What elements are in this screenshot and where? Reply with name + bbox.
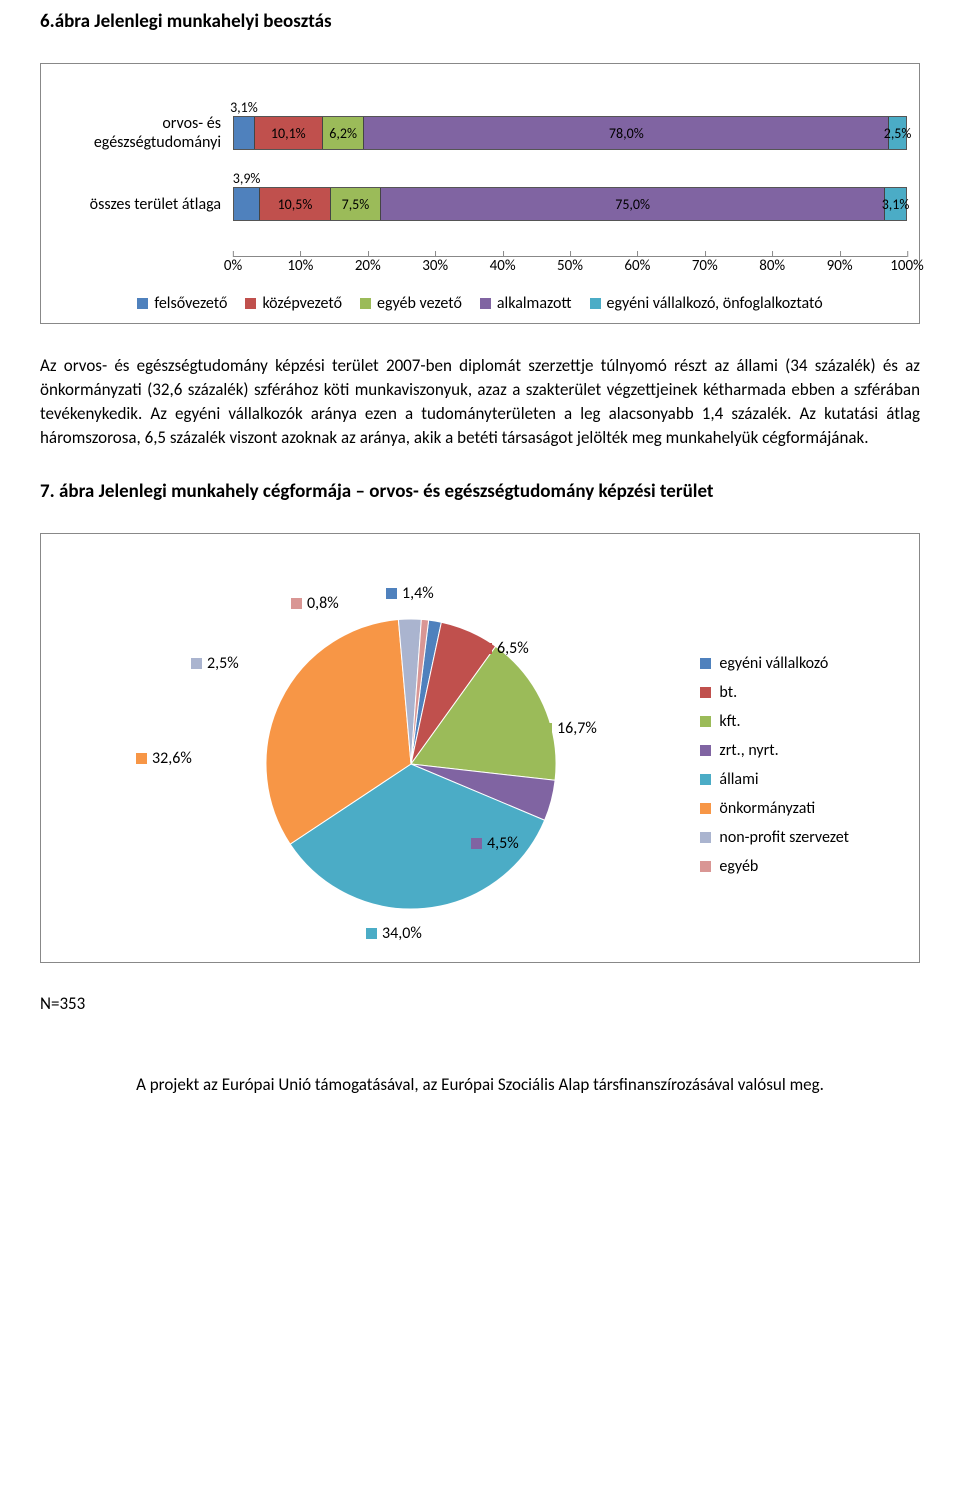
legend-item: egyéb vezető [360, 294, 462, 313]
legend-label: felsővezető [154, 294, 227, 313]
bar-segment: 7,5% [331, 188, 381, 220]
axis-tick: 40% [490, 257, 516, 275]
figure6-chart: orvos- ésegészségtudományi3,1%10,1%6,2%7… [40, 63, 920, 324]
n-note: N=353 [40, 993, 920, 1014]
bar-segment: 3,1% [234, 117, 255, 149]
figure6-x-axis: 0%10%20%30%40%50%60%70%80%90%100% [233, 256, 907, 280]
legend-item: önkormányzati [700, 799, 849, 818]
legend-swatch [137, 298, 148, 309]
legend-item: kft. [700, 712, 849, 731]
legend-swatch [700, 687, 711, 698]
legend-item: felsővezető [137, 294, 227, 313]
bar-segment: 2,5% [889, 117, 906, 149]
pie-label-swatch [481, 643, 492, 654]
axis-tick: 10% [287, 257, 313, 275]
legend-swatch [700, 861, 711, 872]
bar-segment: 3,9% [234, 188, 260, 220]
pie-label-text: 34,0% [382, 924, 422, 943]
bar-category-label: orvos- ésegészségtudományi [53, 114, 233, 152]
axis-tick: 100% [890, 257, 924, 275]
pie-label-text: 16,7% [557, 719, 597, 738]
legend-label: egyéni vállalkozó, önfoglalkoztató [607, 294, 823, 313]
axis-tick: 60% [624, 257, 650, 275]
pie-label-text: 1,4% [402, 584, 434, 603]
legend-item: non-profit szervezet [700, 828, 849, 847]
legend-label: egyéni vállalkozó [719, 654, 828, 673]
bar-segment: 10,5% [260, 188, 331, 220]
pie-data-label: 4,5% [471, 834, 519, 853]
legend-label: egyéb vezető [377, 294, 462, 313]
pie-data-label: 32,6% [136, 749, 192, 768]
legend-swatch [700, 745, 711, 756]
body-paragraph: Az orvos- és egészségtudomány képzési te… [40, 354, 920, 449]
pie-label-swatch [291, 598, 302, 609]
legend-label: non-profit szervezet [719, 828, 849, 847]
figure7-chart: 1,4% 6,5% 16,7% 4,5% 34,0% 32,6% 2,5% 0,8% egyé… [40, 533, 920, 963]
axis-tick: 20% [355, 257, 381, 275]
figure6-legend: felsővezető középvezető egyéb vezető alkalm… [53, 294, 907, 313]
pie-label-text: 0,8% [307, 594, 339, 613]
legend-swatch [700, 658, 711, 669]
legend-label: középvezető [262, 294, 342, 313]
pie-data-label: 2,5% [191, 654, 239, 673]
pie-label-swatch [366, 928, 377, 939]
bar-row: összes terület átlaga3,9%10,5%7,5%75,0%3… [53, 187, 907, 221]
figure6-title: 6.ábra Jelenlegi munkahelyi beosztás [40, 10, 920, 33]
legend-swatch [590, 298, 601, 309]
pie-label-swatch [386, 588, 397, 599]
pie-data-label: 34,0% [366, 924, 422, 943]
pie-label-text: 6,5% [497, 639, 529, 658]
legend-item: egyéni vállalkozó [700, 654, 849, 673]
axis-tick: 90% [827, 257, 853, 275]
bar-segment: 6,2% [323, 117, 365, 149]
bar-segment: 78,0% [364, 117, 889, 149]
legend-swatch [700, 832, 711, 843]
legend-swatch [480, 298, 491, 309]
legend-swatch [245, 298, 256, 309]
bar-segment: 3,1% [885, 188, 906, 220]
pie-data-label: 1,4% [386, 584, 434, 603]
pie-data-label: 0,8% [291, 594, 339, 613]
pie-data-label: 6,5% [481, 639, 529, 658]
figure7-legend: egyéni vállalkozó bt. kft. zrt., nyrt. állam… [700, 644, 849, 886]
footer-text: A projekt az Európai Unió támogatásával,… [40, 1074, 920, 1115]
pie-label-text: 2,5% [207, 654, 239, 673]
legend-label: állami [719, 770, 758, 789]
bar-category-label: összes terület átlaga [53, 195, 233, 214]
legend-label: zrt., nyrt. [719, 741, 778, 760]
legend-swatch [700, 774, 711, 785]
figure7-title: 7. ábra Jelenlegi munkahely cégformája –… [40, 480, 920, 503]
legend-swatch [360, 298, 371, 309]
pie-label-swatch [541, 723, 552, 734]
legend-item: középvezető [245, 294, 342, 313]
legend-label: bt. [719, 683, 737, 702]
pie-label-swatch [471, 838, 482, 849]
pie-label-text: 32,6% [152, 749, 192, 768]
pie-label-text: 4,5% [487, 834, 519, 853]
bar-row: orvos- ésegészségtudományi3,1%10,1%6,2%7… [53, 114, 907, 152]
legend-item: egyéni vállalkozó, önfoglalkoztató [590, 294, 823, 313]
legend-item: zrt., nyrt. [700, 741, 849, 760]
legend-label: egyéb [719, 857, 758, 876]
pie-label-swatch [136, 753, 147, 764]
legend-item: alkalmazott [480, 294, 572, 313]
axis-tick: 70% [692, 257, 718, 275]
legend-label: önkormányzati [719, 799, 815, 818]
axis-tick: 50% [557, 257, 583, 275]
legend-label: alkalmazott [497, 294, 572, 313]
bar-segment: 75,0% [381, 188, 885, 220]
bar-segment: 10,1% [255, 117, 323, 149]
axis-tick: 0% [224, 257, 242, 275]
legend-swatch [700, 803, 711, 814]
legend-item: bt. [700, 683, 849, 702]
pie-data-label: 16,7% [541, 719, 597, 738]
axis-tick: 80% [759, 257, 785, 275]
legend-item: egyéb [700, 857, 849, 876]
legend-item: állami [700, 770, 849, 789]
legend-swatch [700, 716, 711, 727]
axis-tick: 30% [422, 257, 448, 275]
legend-label: kft. [719, 712, 740, 731]
pie-label-swatch [191, 658, 202, 669]
